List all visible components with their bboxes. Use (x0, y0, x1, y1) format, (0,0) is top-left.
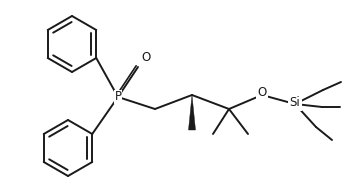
Polygon shape (188, 95, 195, 130)
Text: P: P (114, 90, 121, 103)
Text: O: O (141, 51, 150, 64)
Text: Si: Si (290, 97, 301, 109)
Text: O: O (257, 87, 267, 99)
